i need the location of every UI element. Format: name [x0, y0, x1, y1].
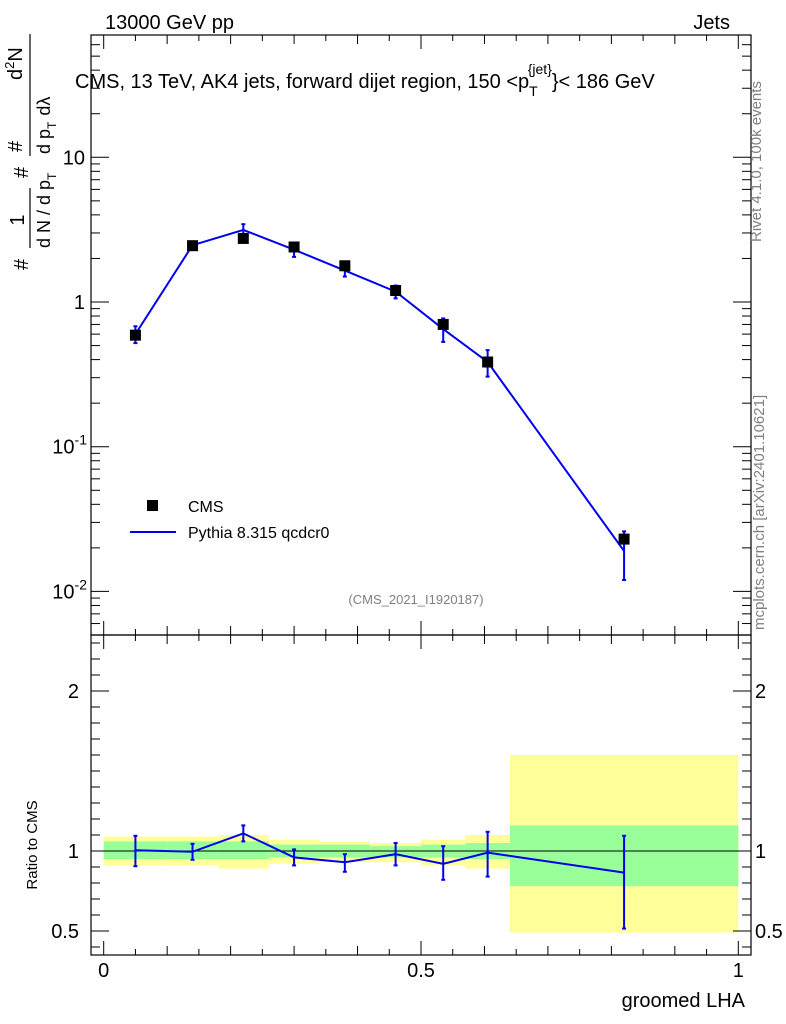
ratio-y-tick-label-right: 0.5	[755, 921, 783, 943]
main-panel: 10-2 10-1 1 10 CMS, 13 TeV, AK4 jets, forwa…	[2, 34, 752, 636]
cms-data-point	[187, 240, 199, 252]
category-label: Jets	[693, 12, 730, 34]
cms-data-point	[129, 329, 141, 341]
ylabel-num2: d2N	[2, 47, 27, 80]
x-tick-label: 1	[733, 960, 744, 982]
energy-label: 13000 GeV pp	[105, 12, 234, 34]
main-y-axis-label: # 1 d N / d pT # # d2N d pTdλ	[2, 34, 59, 270]
ratio-y-tick-label-left: 1	[68, 841, 79, 863]
cms-data-point	[618, 533, 630, 545]
ylabel-hash-1: #	[11, 258, 33, 270]
ratio-inner-band	[217, 841, 269, 859]
legend-cms-label: CMS	[188, 499, 224, 516]
title-sub: T	[529, 83, 538, 99]
analysis-id: (CMS_2021_I1920187)	[348, 592, 483, 607]
cms-data-point	[482, 356, 494, 368]
main-y-tick-label: 10-1	[52, 432, 87, 459]
ratio-y-axis-label: Ratio to CMS	[24, 800, 41, 889]
main-frame	[90, 34, 752, 636]
ratio-y-tick-label-right: 1	[755, 841, 766, 863]
title-main: CMS, 13 TeV, AK4 jets, forward dijet reg…	[75, 71, 529, 93]
title-sup: {jet}	[528, 61, 552, 77]
cms-data-point	[237, 232, 249, 244]
title-end: }< 186 GeV	[552, 71, 656, 93]
legend-cms-marker	[147, 500, 158, 511]
x-axis-label: groomed LHA	[622, 990, 746, 1012]
main-y-tick-label: 10	[63, 147, 85, 169]
ylabel-hash-3: #	[5, 140, 27, 152]
rivet-label: Rivet 4.1.0, 100k events	[748, 81, 765, 242]
ylabel-one: 1	[7, 214, 29, 225]
legend-pythia-label: Pythia 8.315 qcdcr0	[188, 525, 330, 542]
main-y-tick-label: 1	[74, 292, 85, 314]
x-tick-label: 0	[98, 960, 109, 982]
ylabel-den: d N / d pT	[34, 172, 59, 248]
ratio-y-tick-label-left: 0.5	[51, 921, 79, 943]
ratio-panel: 0.5 0.5 1 1 2 2 0 0.5 1 Ratio to CMS groomed LHA	[24, 634, 783, 1012]
ratio-y-tick-label-right: 2	[755, 681, 766, 703]
cms-data-point	[288, 241, 300, 253]
ratio-y-tick-label-left: 2	[68, 681, 79, 703]
cms-data-point	[339, 260, 351, 272]
ylabel-hash-2: #	[11, 166, 33, 178]
ylabel-den2: d pTdλ	[34, 97, 59, 154]
cms-data-point	[437, 318, 449, 330]
legend: CMS Pythia 8.315 qcdcr0	[130, 499, 330, 542]
x-tick-label: 0.5	[407, 960, 435, 982]
plot-title: CMS, 13 TeV, AK4 jets, forward dijet reg…	[75, 61, 655, 99]
mcplots-label: mcplots.cern.ch [arXiv:2401.10621]	[751, 395, 768, 630]
main-y-tick-label: 10-2	[52, 576, 87, 603]
cms-data-point	[390, 285, 402, 297]
